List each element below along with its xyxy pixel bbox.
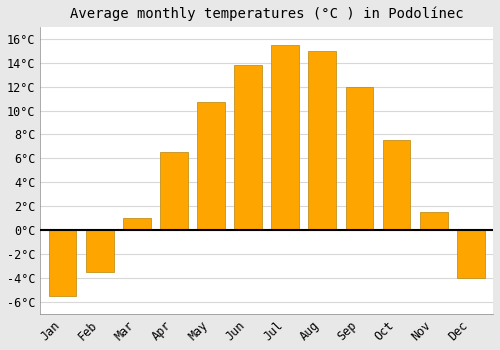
Bar [48, 230, 76, 296]
Bar [272, 45, 299, 230]
Bar [457, 230, 484, 278]
Bar [346, 86, 374, 230]
Title: Average monthly temperatures (°C ) in Podolínec: Average monthly temperatures (°C ) in Po… [70, 7, 464, 21]
Bar [382, 140, 410, 230]
Bar [123, 218, 150, 230]
Bar [234, 65, 262, 230]
Bar [86, 230, 114, 272]
Bar [308, 51, 336, 230]
Bar [160, 152, 188, 230]
Bar [197, 102, 225, 230]
Bar [420, 212, 448, 230]
